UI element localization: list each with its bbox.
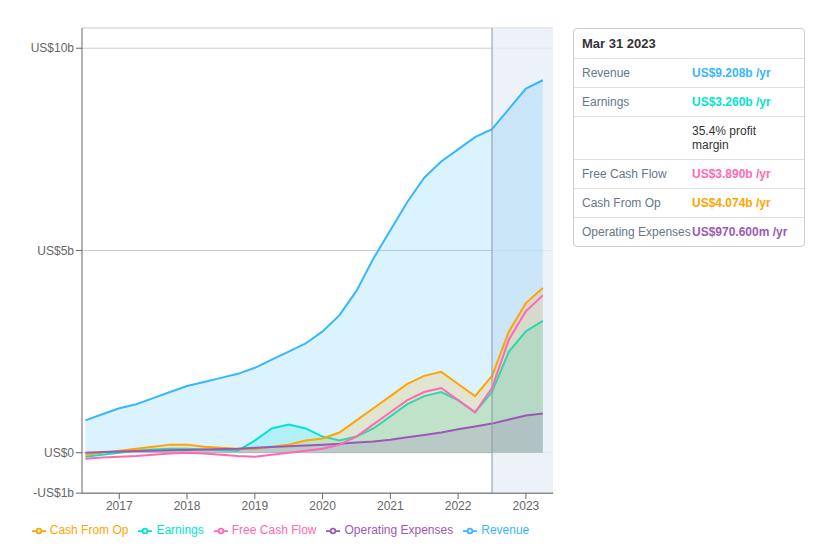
html-text:Earnings: Earnings (156, 523, 204, 538)
svg-text:2020: 2020 (309, 499, 336, 513)
svg-text:US$0: US$0 (44, 446, 74, 460)
html-text:US$4.074b /yr: US$4.074b /yr (692, 196, 771, 210)
html-text:Revenue: Revenue (481, 523, 530, 538)
svg-text:US$5b: US$5b (37, 244, 74, 258)
svg-text:2023: 2023 (513, 499, 540, 513)
html-text:35.4% profit margin: 35.4% profit margin (692, 124, 756, 152)
html-text:US$3.260b /yr: US$3.260b /yr (692, 95, 771, 109)
html-text:Mar 31 2023: Mar 31 2023 (582, 36, 656, 51)
svg-text:-US$1b: -US$1b (33, 486, 74, 500)
svg-text:2018: 2018 (174, 499, 201, 513)
html-text:Earnings: Earnings (582, 95, 630, 109)
svg-text:2022: 2022 (445, 499, 472, 513)
svg-text:2019: 2019 (241, 499, 268, 513)
svg-text:2021: 2021 (377, 499, 404, 513)
html-text:Revenue: Revenue (582, 66, 630, 80)
html-text:US$3.890b /yr: US$3.890b /yr (692, 167, 771, 181)
svg-text:2017: 2017 (106, 499, 133, 513)
html-text:Operating Expenses US$970.600m: Operating Expenses US$970.600m /yr (582, 225, 788, 239)
html-text:Cash From Op: Cash From Op (49, 523, 129, 538)
html-text:Cash From Op: Cash From Op (582, 196, 661, 210)
html-text:Free Cash Flow: Free Cash Flow (582, 167, 667, 181)
svg-text:US$10b: US$10b (31, 41, 75, 55)
html-text:US$9.208b /yr: US$9.208b /yr (692, 66, 771, 80)
html-text:Operating Expenses: Operating Expenses (344, 523, 454, 538)
html-text:Free Cash Flow: Free Cash Flow (231, 523, 317, 538)
